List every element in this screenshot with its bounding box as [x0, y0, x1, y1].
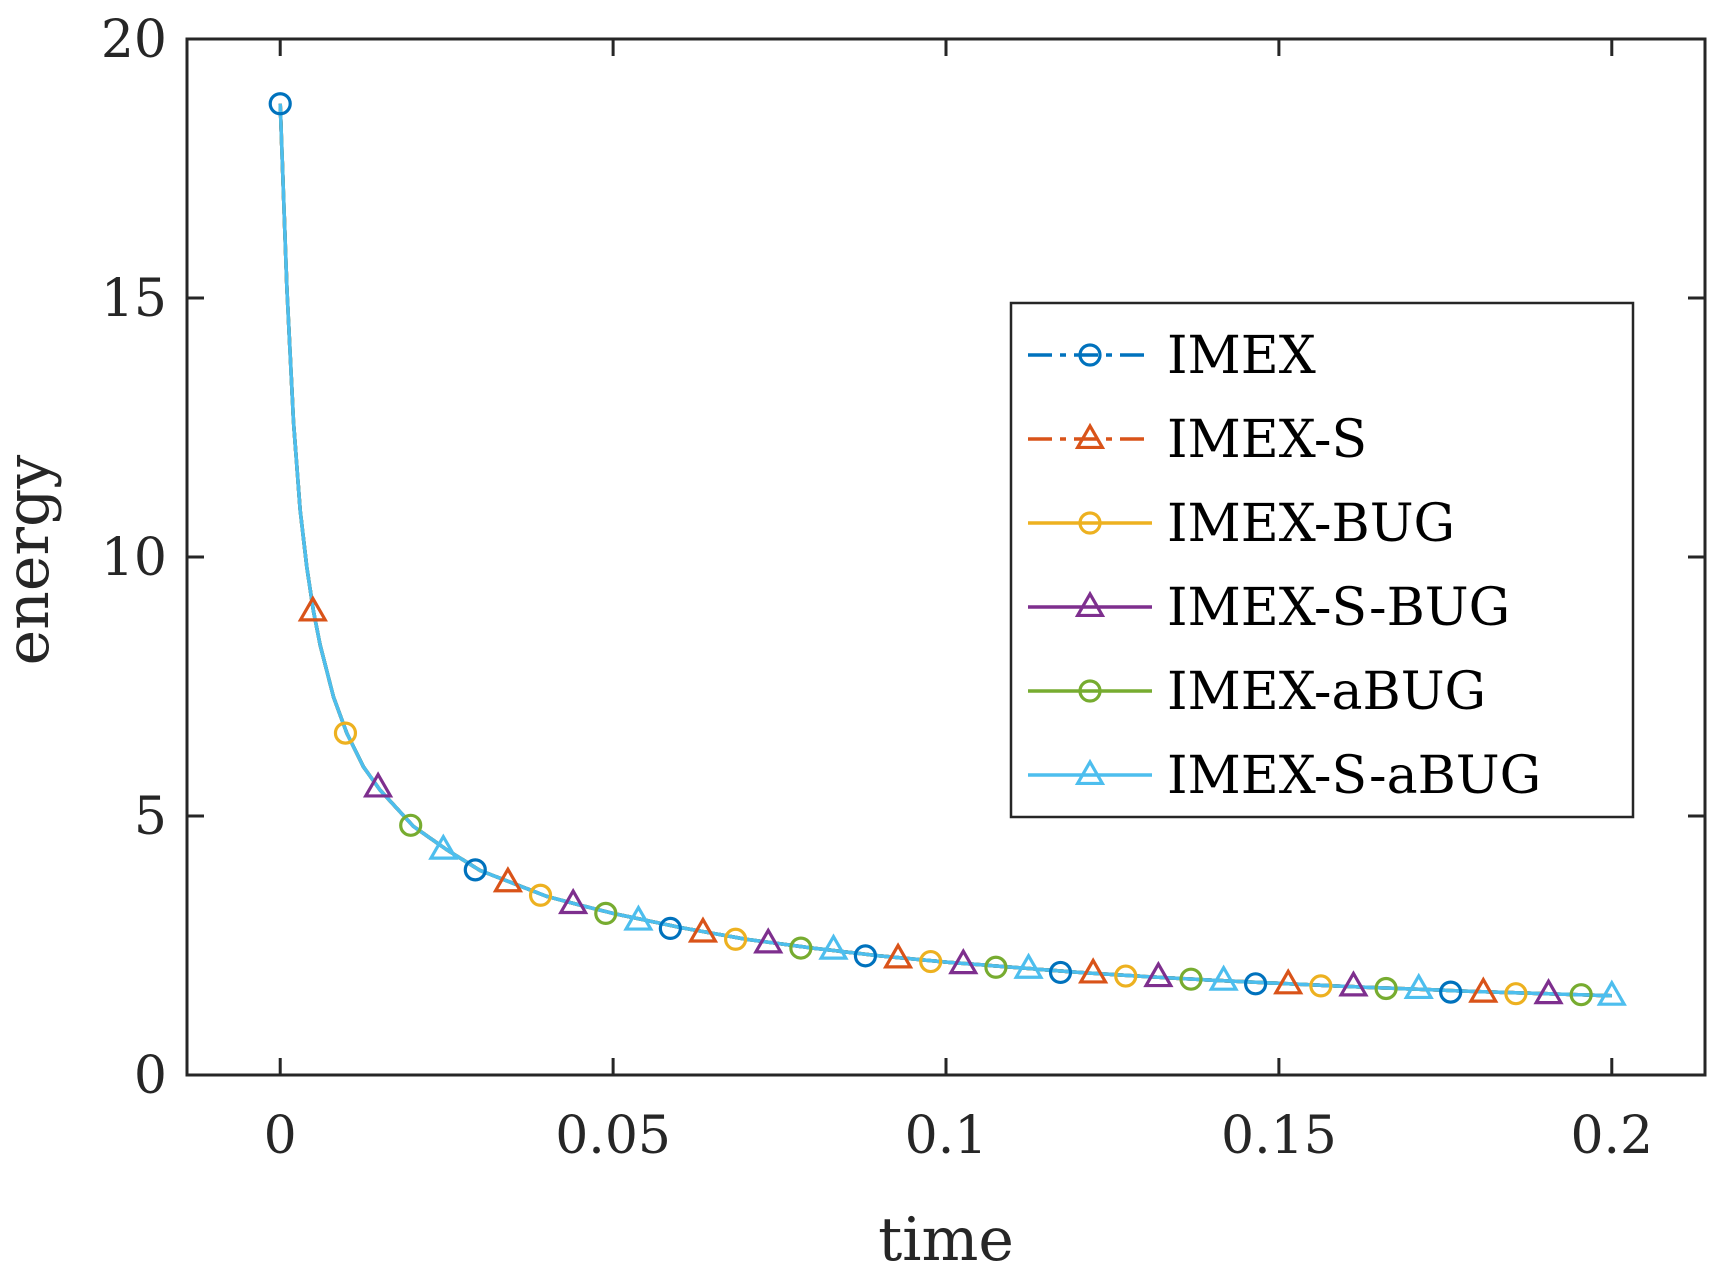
series-marker-IMEX [1439, 980, 1463, 1004]
x-tick-label: 0 [264, 1106, 297, 1166]
series-marker-IMEX-BUG [1114, 964, 1138, 988]
series-marker-IMEX [463, 858, 487, 882]
legend-marker [1078, 511, 1102, 535]
y-tick-label: 20 [101, 10, 167, 70]
series-marker-IMEX-S-BUG [753, 927, 784, 954]
legend-marker [1078, 343, 1102, 367]
series-marker-IMEX-S-aBUG [818, 933, 849, 960]
series-marker-IMEX-S-aBUG [1013, 952, 1044, 979]
series-marker-IMEX-S [1468, 976, 1499, 1003]
x-tick-label: 0.15 [1221, 1106, 1337, 1166]
series-marker-IMEX-S-BUG [558, 887, 589, 915]
series-marker-IMEX-aBUG [1179, 967, 1203, 991]
y-tick-label: 5 [134, 787, 167, 847]
series-marker-IMEX [658, 916, 682, 941]
x-axis-label: time [878, 1205, 1014, 1269]
legend-marker [1078, 679, 1102, 703]
legend-entry-IMEX-S-BUG: IMEX-S-BUG [1028, 578, 1510, 638]
series-marker-IMEX-aBUG [789, 936, 813, 960]
series-marker-IMEX-aBUG [1374, 976, 1398, 1001]
legend: IMEX IMEX-S IMEX-BUG IMEX-S-BUG IMEX-aBUG IME… [1009, 301, 1635, 819]
legend-label: IMEX-S-aBUG [1167, 746, 1541, 806]
series-marker-IMEX [1048, 960, 1073, 985]
legend-label: IMEX-aBUG [1167, 662, 1486, 722]
legend-label: IMEX [1167, 326, 1316, 386]
series-marker-IMEX-aBUG [1569, 983, 1593, 1007]
legend-entry-IMEX-aBUG: IMEX-aBUG [1028, 662, 1486, 722]
series-marker-IMEX [853, 944, 878, 968]
series-marker-IMEX-S [492, 866, 524, 893]
x-tick-label: 0.1 [905, 1106, 988, 1166]
legend-entries: IMEX IMEX-S IMEX-BUG IMEX-S-BUG IMEX-aBUG IME… [1028, 326, 1541, 806]
series-marker-IMEX-S-aBUG [1403, 972, 1434, 1000]
legend-entry-IMEX-BUG: IMEX-BUG [1028, 494, 1455, 554]
series-marker-IMEX-S [687, 916, 719, 943]
series-marker-IMEX-aBUG [984, 955, 1008, 979]
series-marker-IMEX-aBUG [594, 901, 618, 925]
series-marker-IMEX [1243, 972, 1268, 996]
legend-marker [1074, 422, 1106, 450]
series-marker-IMEX-S-BUG [1533, 977, 1564, 1005]
series-marker-IMEX-BUG [528, 883, 553, 907]
legend-marker [1074, 590, 1106, 618]
y-tick-label: 15 [101, 269, 167, 329]
series-marker-IMEX-S-aBUG [1596, 979, 1627, 1006]
tick-labels: 0 0.05 0.1 0.15 0.2 0 5 10 15 20 [101, 10, 1653, 1166]
series-marker-IMEX [268, 92, 292, 116]
markers [268, 92, 1627, 1007]
legend-label: IMEX-BUG [1167, 494, 1455, 554]
y-axis-label: energy [0, 455, 63, 666]
plot-area [268, 92, 1627, 1007]
series-marker-IMEX-S [297, 595, 328, 622]
series-marker-IMEX-BUG [333, 721, 358, 745]
y-tick-label: 0 [134, 1046, 167, 1106]
legend-box [1009, 301, 1635, 819]
y-tick-label: 10 [101, 528, 167, 588]
legend-entry-IMEX: IMEX [1028, 326, 1316, 386]
series-marker-IMEX-S-BUG [948, 947, 979, 975]
series-marker-IMEX-aBUG [399, 813, 423, 837]
series-marker-IMEX-S-BUG [362, 771, 394, 798]
legend-marker [1074, 758, 1106, 786]
series-marker-IMEX-BUG [919, 949, 943, 974]
series-marker-IMEX-S-BUG [1143, 960, 1174, 988]
x-tick-label: 0.05 [555, 1106, 671, 1166]
ticks [187, 37, 1705, 1077]
legend-label: IMEX-S [1167, 410, 1367, 470]
series-marker-IMEX-S [1078, 957, 1109, 984]
legend-label: IMEX-S-BUG [1167, 578, 1510, 638]
series-marker-IMEX-S [882, 942, 914, 969]
series-marker-IMEX-S-BUG [1338, 970, 1369, 997]
series-marker-IMEX-BUG [1309, 974, 1333, 998]
series-marker-IMEX-S-aBUG [623, 904, 654, 931]
series-marker-IMEX-S-aBUG [428, 833, 459, 860]
series-marker-IMEX-S [1273, 968, 1304, 995]
series-marker-IMEX-S-aBUG [1208, 964, 1239, 991]
series-marker-IMEX-BUG [1504, 982, 1528, 1006]
series-marker-IMEX-BUG [724, 927, 748, 951]
legend-entry-IMEX-S-aBUG: IMEX-S-aBUG [1028, 746, 1541, 806]
legend-entry-IMEX-S: IMEX-S [1028, 410, 1367, 470]
x-tick-label: 0.2 [1570, 1106, 1653, 1166]
